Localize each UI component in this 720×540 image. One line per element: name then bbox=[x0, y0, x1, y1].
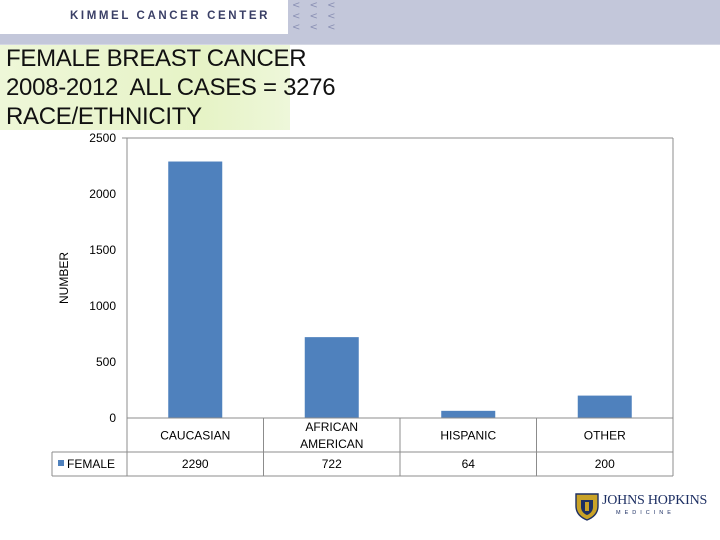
category-label: AFRICAN AMERICAN bbox=[300, 420, 363, 451]
y-tick-labels: 0 500 1000 1500 2000 2500 bbox=[89, 131, 116, 425]
logo-subtitle: MEDICINE bbox=[616, 510, 675, 516]
y-tick-label: 1000 bbox=[89, 299, 116, 313]
title-line-2: 2008-2012 ALL CASES = 3276 bbox=[6, 74, 336, 101]
chart-axes bbox=[122, 137, 674, 418]
chevron-row: < < < bbox=[292, 22, 339, 33]
data-value-label: 2290 bbox=[182, 457, 209, 471]
y-axis-label: NUMBER bbox=[57, 252, 71, 304]
logo-name: JOHNS HOPKINS bbox=[602, 493, 708, 508]
data-value-label: 64 bbox=[462, 457, 476, 471]
chevron-row: < < < bbox=[292, 0, 339, 11]
slide-title: FEMALE BREAST CANCER 2008-2012 ALL CASES… bbox=[6, 44, 336, 131]
category-label-line: CAUCASIAN bbox=[160, 429, 230, 443]
category-label: HISPANIC bbox=[440, 429, 496, 443]
category-label-line: AMERICAN bbox=[300, 437, 363, 451]
category-label-line: HISPANIC bbox=[440, 429, 496, 443]
johns-hopkins-shield-icon bbox=[575, 493, 599, 521]
title-line-3: RACE/ETHNICITY bbox=[6, 103, 202, 130]
category-label: CAUCASIAN bbox=[160, 429, 230, 443]
legend-label: FEMALE bbox=[67, 457, 115, 471]
y-tick-label: 0 bbox=[109, 411, 116, 425]
category-label-line: OTHER bbox=[584, 429, 626, 443]
header-logo-area: KIMMEL CANCER CENTER bbox=[0, 0, 288, 34]
y-tick-label: 1500 bbox=[89, 243, 116, 257]
chevron-pattern-icon: < < < < < < < < < bbox=[292, 0, 339, 33]
title-line-1: FEMALE BREAST CANCER bbox=[6, 45, 307, 72]
header-divider bbox=[0, 44, 720, 45]
chevron-row: < < < bbox=[292, 11, 339, 22]
johns-hopkins-logo: JOHNS HOPKINS MEDICINE bbox=[574, 490, 708, 524]
chart-bars bbox=[168, 161, 632, 418]
y-tick-label: 2000 bbox=[89, 187, 116, 201]
data-value-label: 200 bbox=[595, 457, 615, 471]
bar-2 bbox=[304, 337, 359, 418]
y-tick-label: 2500 bbox=[89, 131, 116, 145]
bar-4 bbox=[577, 395, 632, 418]
legend-key bbox=[58, 460, 64, 466]
data-value-label: 722 bbox=[322, 457, 342, 471]
category-label: OTHER bbox=[584, 429, 626, 443]
title-highlight bbox=[0, 45, 290, 130]
y-tick-label: 500 bbox=[96, 355, 116, 369]
data-table: FEMALE CAUCASIAN 2290 AFRICAN AMERICAN 722 HIS… bbox=[51, 417, 674, 477]
bar-3 bbox=[441, 410, 496, 418]
org-name: KIMMEL CANCER CENTER bbox=[70, 10, 271, 22]
category-label-line: AFRICAN bbox=[305, 420, 358, 434]
bar-1 bbox=[168, 161, 223, 418]
